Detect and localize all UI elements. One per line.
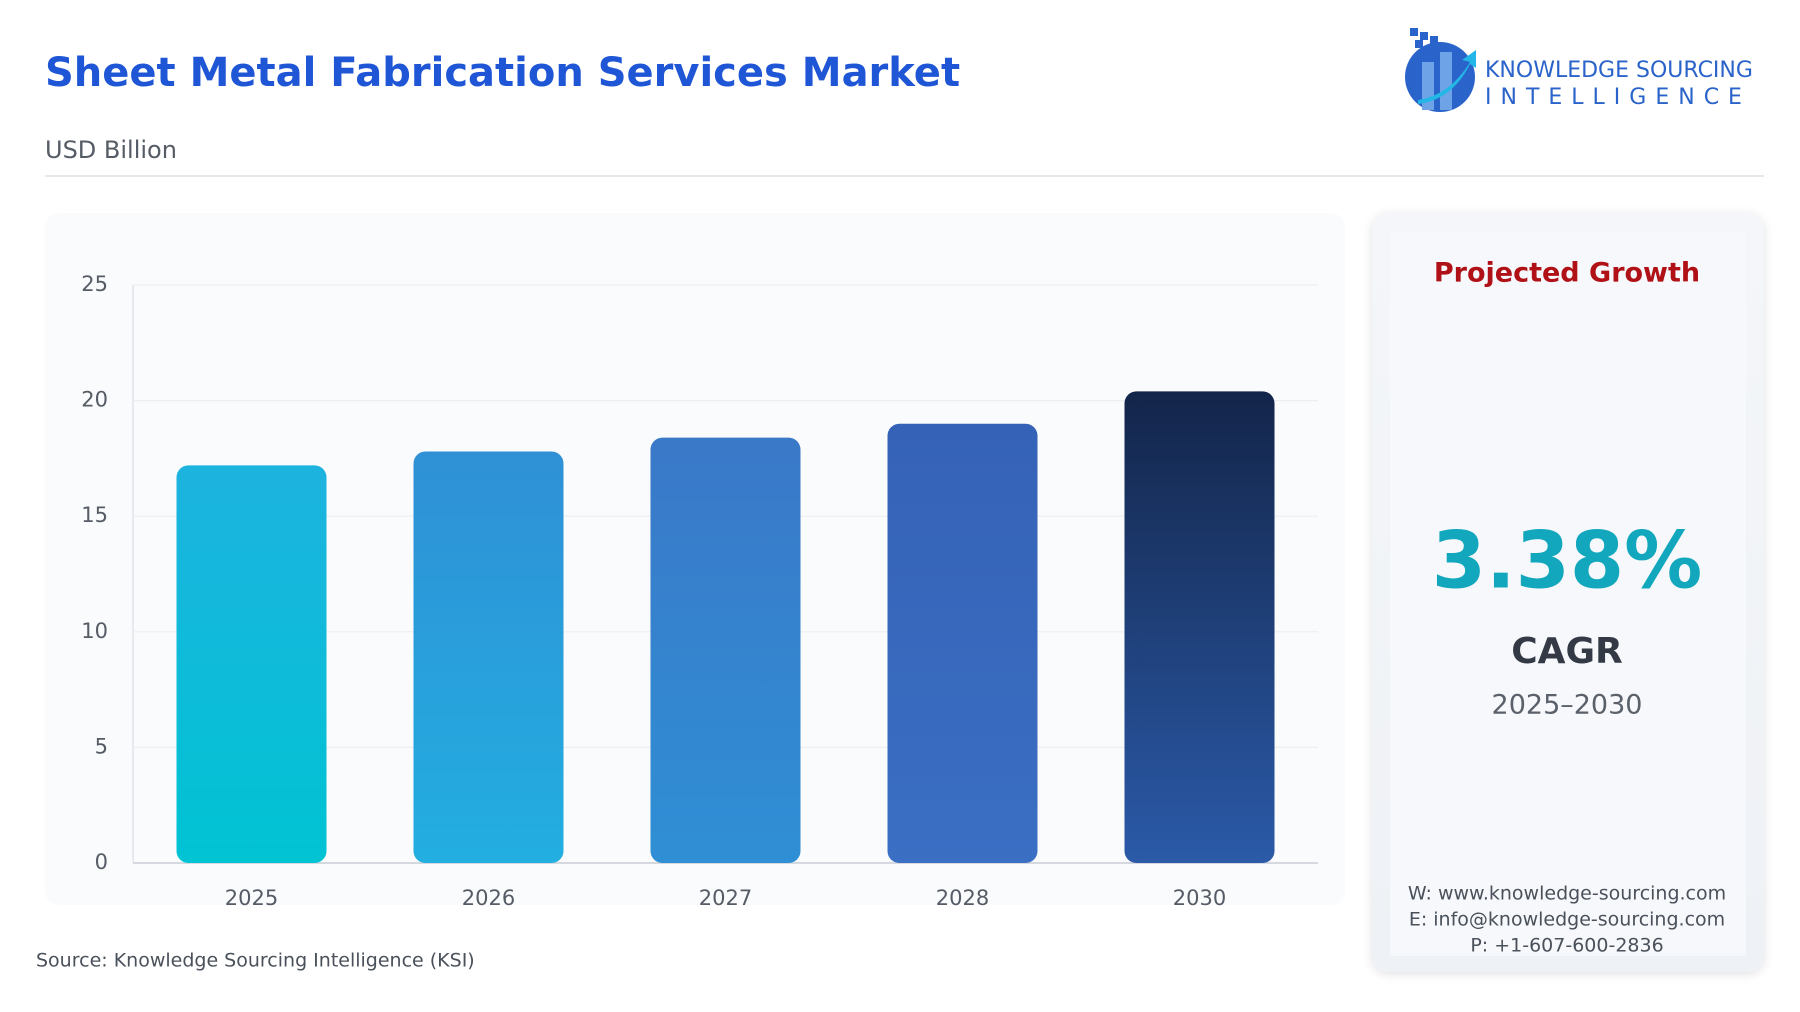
x-tick-label: 2027 <box>699 886 752 910</box>
x-tick-label: 2030 <box>1173 886 1226 910</box>
x-tick-label: 2025 <box>225 886 278 910</box>
logo-line2: INTELLIGENCE <box>1485 85 1751 110</box>
bar <box>413 451 564 863</box>
x-tick-label: 2026 <box>462 886 515 910</box>
growth-panel-inner <box>1390 232 1746 956</box>
title: Sheet Metal Fabrication Services Market <box>45 50 960 96</box>
x-tick-label: 2028 <box>936 886 989 910</box>
growth-label: CAGR <box>1511 631 1623 672</box>
y-tick-label: 20 <box>81 388 108 412</box>
contact-email: E: info@knowledge-sourcing.com <box>1409 909 1725 931</box>
y-tick-label: 10 <box>81 619 108 643</box>
growth-value: 3.38% <box>1432 516 1703 606</box>
bar <box>650 437 801 863</box>
y-tick-label: 15 <box>81 503 108 527</box>
y-tick-label: 5 <box>95 734 108 758</box>
contact-phone: P: +1-607-600-2836 <box>1470 935 1663 957</box>
logo: KNOWLEDGE SOURCING INTELLIGENCE <box>1405 28 1753 112</box>
bar <box>176 465 327 863</box>
logo-line1: KNOWLEDGE SOURCING <box>1485 58 1753 83</box>
source: Source: Knowledge Sourcing Intelligence … <box>36 950 475 972</box>
bar <box>1124 391 1275 863</box>
y-tick-label: 0 <box>95 850 108 874</box>
growth-period: 2025–2030 <box>1492 690 1643 721</box>
growth-heading: Projected Growth <box>1434 258 1700 289</box>
contact-website: W: www.knowledge-sourcing.com <box>1408 883 1726 905</box>
bar <box>887 423 1038 863</box>
y-tick-label: 25 <box>81 272 108 296</box>
subtitle: USD Billion <box>45 136 177 164</box>
